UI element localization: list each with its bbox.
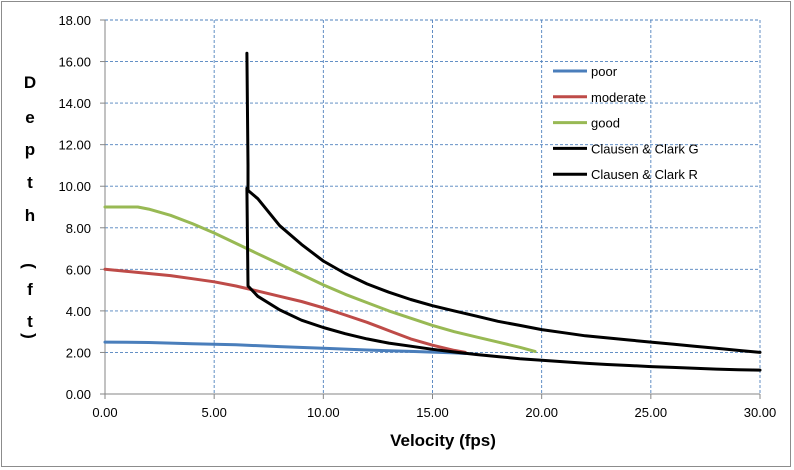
x-tick-label-4: 20.00 (525, 405, 558, 420)
y-axis-title-char-1: e (25, 108, 34, 127)
y-tick-label-4: 8.00 (66, 221, 91, 236)
y-tick-label-2: 4.00 (66, 304, 91, 319)
legend-label-3: Clausen & Clark G (591, 141, 699, 156)
x-tick-label-5: 25.00 (635, 405, 668, 420)
x-tick-labels: 0.00 5.00 10.00 15.00 20.00 25.00 30.00 (92, 405, 776, 420)
y-tick-label-6: 12.00 (58, 138, 91, 153)
gridlines (105, 19, 761, 394)
legend: poor moderate good Clausen & Clark G Clausen… (553, 64, 699, 182)
y-axis-title-char-8: ) (20, 333, 39, 339)
x-axis-title: Velocity (fps) (390, 431, 496, 450)
series-line-clausen-clark-g (245, 51, 762, 354)
y-tick-label-8: 16.00 (58, 55, 91, 70)
y-axis-title-char-4: h (25, 206, 35, 225)
series-lines (103, 51, 762, 372)
x-tick-label-1: 5.00 (202, 405, 227, 420)
series-line-poor (103, 340, 467, 355)
series-line-good (103, 205, 537, 353)
y-tick-label-5: 10.00 (58, 179, 91, 194)
y-tick-label-7: 14.00 (58, 96, 91, 111)
y-tick-label-0: 0.00 (66, 387, 91, 402)
y-tick-label-3: 6.00 (66, 262, 91, 277)
x-tick-label-2: 10.00 (307, 405, 340, 420)
x-tick-label-6: 30.00 (744, 405, 777, 420)
y-axis-title-char-5: ( (20, 263, 39, 269)
y-axis-title-char-2: p (25, 140, 35, 159)
y-tick-label-9: 18.00 (58, 13, 91, 28)
x-tick-label-3: 15.00 (416, 405, 449, 420)
x-tick-label-0: 0.00 (92, 405, 117, 420)
legend-label-2: good (591, 116, 620, 131)
y-tick-labels: 0.00 2.00 4.00 6.00 8.00 10.00 12.00 14.00 16.00… (58, 13, 91, 402)
series-line-clausen-clark-r (245, 186, 762, 372)
y-axis-title-char-3: t (27, 173, 33, 192)
legend-label-0: poor (591, 64, 618, 79)
y-axis-title-char-6: f (27, 280, 33, 299)
legend-label-4: Clausen & Clark R (591, 167, 698, 182)
legend-label-1: moderate (591, 90, 646, 105)
y-tick-label-1: 2.00 (66, 345, 91, 360)
y-axis-title-char-7: t (27, 312, 33, 331)
y-axis-title-char-0: D (24, 73, 36, 92)
series-line-moderate (103, 267, 467, 354)
